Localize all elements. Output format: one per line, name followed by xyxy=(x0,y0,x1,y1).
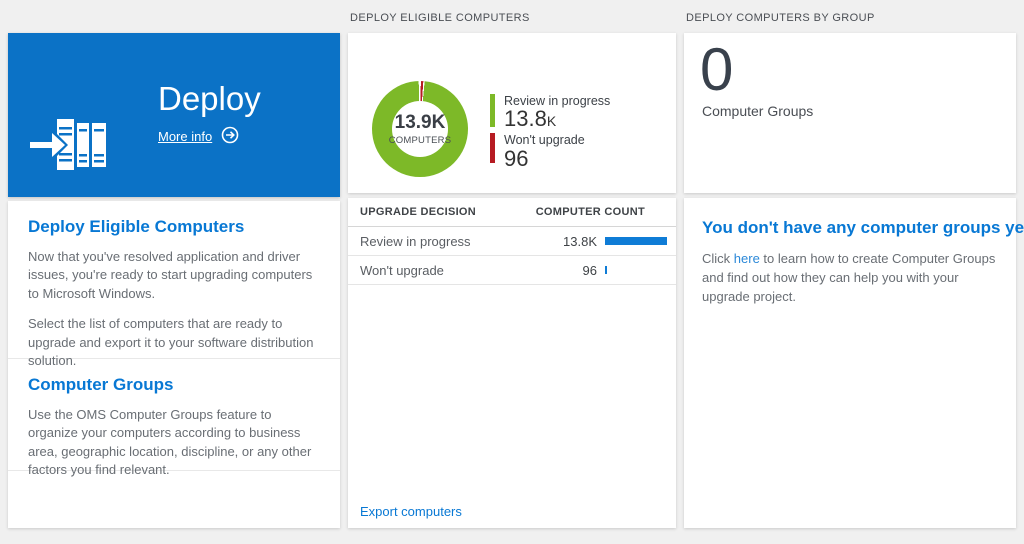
donut-legend: Review in progress 13.8K Won't upgrade 9… xyxy=(490,94,610,173)
table-row[interactable]: Review in progress 13.8K xyxy=(348,227,676,256)
deploy-icon xyxy=(30,118,108,177)
middle-column-header: DEPLOY ELIGIBLE COMPUTERS xyxy=(350,12,530,24)
column-header-computer-count: COMPUTER COUNT xyxy=(535,206,645,218)
computer-groups-count-label: Computer Groups xyxy=(702,103,814,119)
legend-label: Won't upgrade xyxy=(504,133,585,148)
deploy-eligible-computers-heading: Deploy Eligible Computers xyxy=(28,217,245,236)
computer-groups-paragraph: Use the OMS Computer Groups feature to o… xyxy=(28,407,312,478)
legend-value: 13.8 xyxy=(504,106,547,132)
right-column-header: DEPLOY COMPUTERS BY GROUP xyxy=(686,12,875,24)
legend-label: Review in progress xyxy=(504,94,611,108)
donut-center: 13.9K COMPUTERS xyxy=(389,101,451,157)
no-computer-groups-panel: You don't have any computer groups yet C… xyxy=(684,198,1024,528)
deploy-eligible-paragraph-2: Select the list of computers that are re… xyxy=(28,316,314,369)
row-count: 13.8K xyxy=(563,233,597,249)
legend-entry-wont-upgrade: Won't upgrade 96 xyxy=(490,133,610,169)
paragraph-suffix: to learn how to create Computer Groups a… xyxy=(702,251,996,304)
more-info-label: More info xyxy=(158,129,213,145)
legend-value-suffix: K xyxy=(546,113,557,130)
section-empty xyxy=(8,470,340,527)
computers-donut-chart[interactable]: 13.9K COMPUTERS xyxy=(372,81,468,177)
deploy-tile[interactable]: Deploy More info xyxy=(8,33,340,197)
donut-total-label: COMPUTERS xyxy=(388,134,452,146)
tile-title: Deploy xyxy=(158,80,261,117)
legend-value: 96 xyxy=(504,145,529,171)
upgrade-decision-table-panel: UPGRADE DECISION COMPUTER COUNT Review i… xyxy=(348,198,676,528)
column-deploy: Deploy More info Deploy Eligible Compute… xyxy=(8,0,340,544)
legend-swatch-red xyxy=(490,133,495,164)
row-label: Won't upgrade xyxy=(360,262,444,278)
table-row[interactable]: Won't upgrade 96 xyxy=(348,256,676,285)
count-bar xyxy=(605,266,607,274)
legend-swatch-green xyxy=(490,94,495,127)
eligible-computers-chart-panel[interactable]: 13.9K COMPUTERS Review in progress 13.8K… xyxy=(348,33,676,193)
here-link[interactable]: here xyxy=(733,251,760,266)
no-groups-paragraph: Click here to learn how to create Comput… xyxy=(702,250,998,307)
arrow-circle-icon xyxy=(221,126,239,147)
deploy-description-panel: Deploy Eligible Computers Now that you'v… xyxy=(8,201,340,528)
export-computers-link[interactable]: Export computers xyxy=(360,504,462,519)
table-header-row: UPGRADE DECISION COMPUTER COUNT xyxy=(348,198,676,227)
donut-total-value: 13.9K xyxy=(394,111,446,133)
row-count: 96 xyxy=(582,262,597,278)
computer-groups-heading: Computer Groups xyxy=(28,375,174,394)
column-deploy-computers-by-group: DEPLOY COMPUTERS BY GROUP 0 Computer Gro… xyxy=(684,0,1024,544)
row-label: Review in progress xyxy=(360,233,471,249)
column-header-upgrade-decision: UPGRADE DECISION xyxy=(360,206,477,218)
more-info-link[interactable]: More info xyxy=(158,126,239,147)
legend-entry-review-in-progress: Review in progress 13.8K xyxy=(490,94,610,130)
column-deploy-eligible-computers: DEPLOY ELIGIBLE COMPUTERS 13.9K COMPUTER… xyxy=(348,0,676,544)
deploy-eligible-paragraph-1: Now that you've resolved application and… xyxy=(28,249,313,301)
computer-groups-count: 0 xyxy=(700,36,734,103)
no-groups-heading: You don't have any computer groups yet xyxy=(702,218,1024,237)
paragraph-prefix: Click xyxy=(702,251,734,266)
count-bar xyxy=(605,237,667,245)
computer-groups-count-panel[interactable]: 0 Computer Groups xyxy=(684,33,1016,193)
section-deploy-eligible-computers: Deploy Eligible Computers Now that you'v… xyxy=(8,201,340,368)
section-computer-groups: Computer Groups Use the OMS Computer Gro… xyxy=(8,358,340,477)
